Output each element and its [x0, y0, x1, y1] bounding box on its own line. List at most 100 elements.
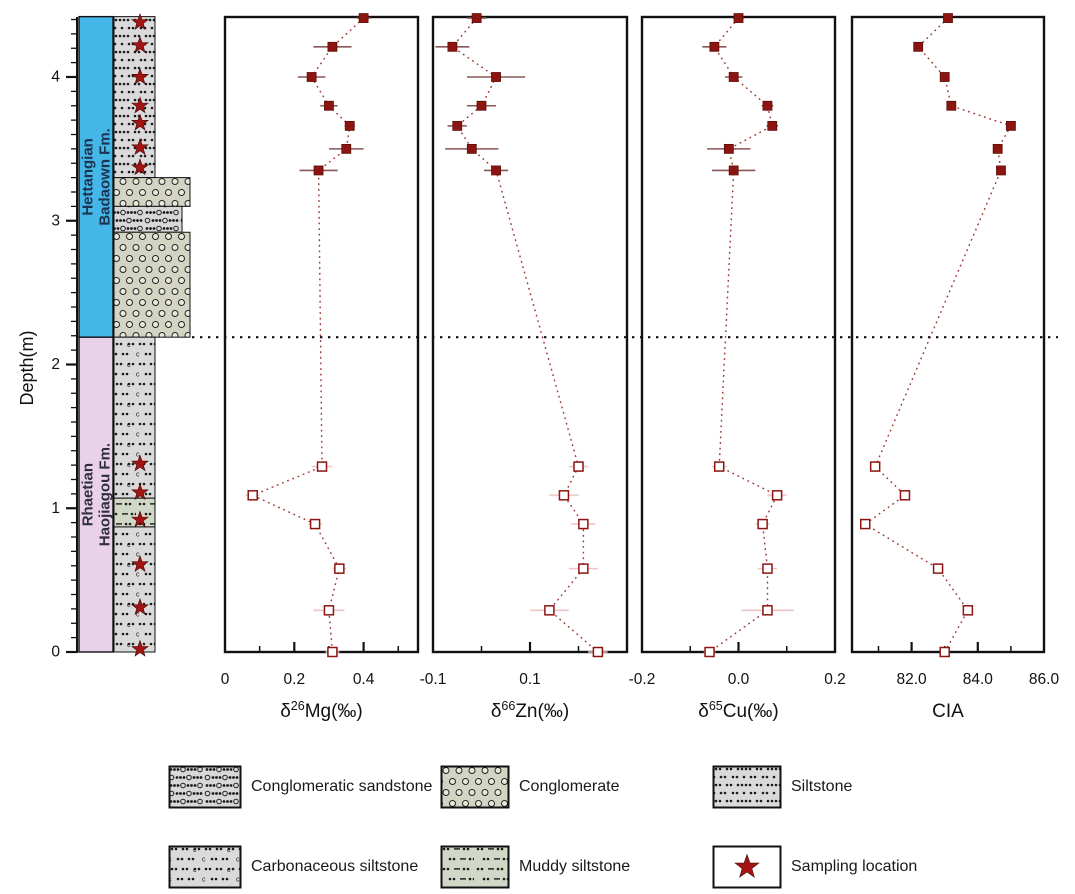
data-point-cu — [762, 100, 773, 111]
strat-layer-conglomerate — [113, 177, 191, 207]
data-point-cia — [962, 605, 974, 616]
data-point-zn — [476, 100, 487, 111]
sampling-star-icon — [131, 113, 149, 131]
data-point-zn — [592, 646, 604, 658]
plot-zn: -0.1 0.1 δ66Zn(‰) — [420, 13, 629, 722]
strat-layer-carbonaceous-siltstone — [113, 336, 156, 499]
sampling-star-icon — [131, 12, 149, 31]
strat-layer-conglomeratic-sandstone — [113, 205, 183, 233]
data-point-mg — [316, 461, 328, 472]
sampling-star-icon — [131, 554, 149, 572]
x-tick-label: 0.1 — [519, 671, 541, 688]
data-point-zn — [471, 13, 482, 23]
strat-layer-siltstone — [113, 16, 156, 179]
data-point-zn — [452, 120, 463, 131]
plot-frame — [640, 15, 837, 654]
series-line — [863, 17, 1012, 653]
legend-label: Conglomeratic sandstone — [251, 778, 433, 795]
data-point-cu — [762, 563, 773, 574]
data-point-cu — [757, 518, 768, 530]
x-axis-title: δ65Cu(‰) — [698, 699, 778, 722]
x-axis-title: δ26Mg(‰) — [280, 699, 363, 722]
data-point-cia — [859, 518, 871, 530]
depth-tick-label: 1 — [51, 500, 60, 517]
data-point-mg — [306, 72, 317, 82]
data-point-cu — [733, 13, 744, 23]
legend-item-siltstone: Siltstone — [712, 765, 852, 809]
data-point-cia — [899, 490, 911, 501]
x-tick-label: 0 — [221, 671, 230, 688]
data-point-cu — [723, 143, 734, 154]
data-point-cu — [709, 41, 720, 52]
sampling-star-icon — [131, 35, 149, 54]
formation-bar-badaowan: Hettangian Badaown Fm. — [78, 15, 114, 338]
carbonaceous-siltstone-swatch-icon — [168, 845, 242, 889]
x-tick-label: 82.0 — [897, 671, 928, 688]
data-point-zn — [558, 490, 570, 501]
conglomerate-swatch-icon — [440, 765, 510, 809]
data-point-cia — [869, 461, 881, 472]
depth-tick-label: 0 — [51, 644, 60, 661]
legend-item-muddy-siltstone: Muddy siltstone — [440, 845, 630, 889]
data-point-mg — [323, 605, 335, 616]
data-point-mg — [313, 165, 324, 176]
plot-frame — [223, 15, 420, 654]
data-point-cia — [939, 646, 950, 658]
sampling-star-icon — [131, 454, 149, 472]
data-point-cia — [1005, 120, 1016, 131]
data-point-mg — [341, 143, 352, 154]
data-point-mg — [247, 490, 258, 501]
sampling-star-icon — [734, 853, 760, 878]
siltstone-swatch-icon — [712, 765, 782, 809]
plot-cu: -0.2 0.0 0.2 δ65Cu(‰) — [629, 13, 846, 722]
plot-mg: 0 0.2 0.4 δ26Mg(‰) — [221, 13, 420, 722]
sampling-location-swatch-icon — [712, 845, 782, 889]
data-point-cia — [943, 13, 953, 23]
data-point-mg — [327, 646, 338, 658]
formation-label: Haojiagou Fm. — [97, 443, 114, 546]
formation-label: Badaown Fm. — [97, 128, 114, 226]
sampling-star-icon — [131, 510, 149, 528]
x-axis-title: CIA — [932, 701, 964, 722]
depth-tick-label: 3 — [51, 212, 60, 229]
sampling-star-icon — [131, 639, 149, 657]
legend-label: Muddy siltstone — [519, 858, 631, 875]
legend-label: Siltstone — [791, 778, 853, 795]
x-tick-label: -0.2 — [629, 671, 656, 688]
plot-frame — [431, 15, 629, 654]
depth-axis-title: Depth(m) — [17, 330, 37, 405]
data-point-mg — [334, 563, 345, 574]
sampling-star-icon — [131, 158, 149, 176]
x-tick-label: 0.0 — [728, 671, 750, 688]
sampling-star-icon — [131, 96, 149, 114]
data-point-zn — [578, 518, 589, 530]
legend-item-sampling-location: Sampling location — [712, 845, 917, 889]
sampling-star-icon — [131, 137, 149, 156]
data-point-cia — [946, 100, 957, 111]
data-point-mg — [327, 41, 338, 52]
conglomeratic-sandstone-swatch-icon — [168, 765, 242, 809]
data-point-mg — [324, 100, 334, 111]
x-tick-label: -0.1 — [420, 671, 447, 688]
legend-item-conglomerate: Conglomerate — [440, 765, 620, 809]
sampling-stars — [131, 12, 149, 657]
data-point-mg — [309, 518, 321, 530]
strat-layer-carbonaceous-siltstone — [113, 526, 156, 653]
data-point-zn — [466, 143, 477, 154]
x-tick-label: 0.2 — [824, 671, 846, 688]
series-line — [250, 17, 365, 653]
data-point-zn — [491, 165, 501, 176]
series-line — [451, 17, 599, 653]
data-point-zn — [544, 605, 555, 616]
x-tick-label: 0.2 — [284, 671, 306, 688]
data-point-cia — [913, 41, 924, 52]
data-point-zn — [573, 461, 584, 472]
x-tick-label: 84.0 — [963, 671, 994, 688]
sampling-star-icon — [131, 67, 149, 85]
depth-tick-label: 4 — [51, 69, 60, 86]
data-point-cu — [728, 165, 739, 176]
data-point-mg — [344, 120, 355, 131]
legend-label: Sampling location — [791, 858, 918, 875]
formation-label: Hettangian — [80, 138, 97, 216]
